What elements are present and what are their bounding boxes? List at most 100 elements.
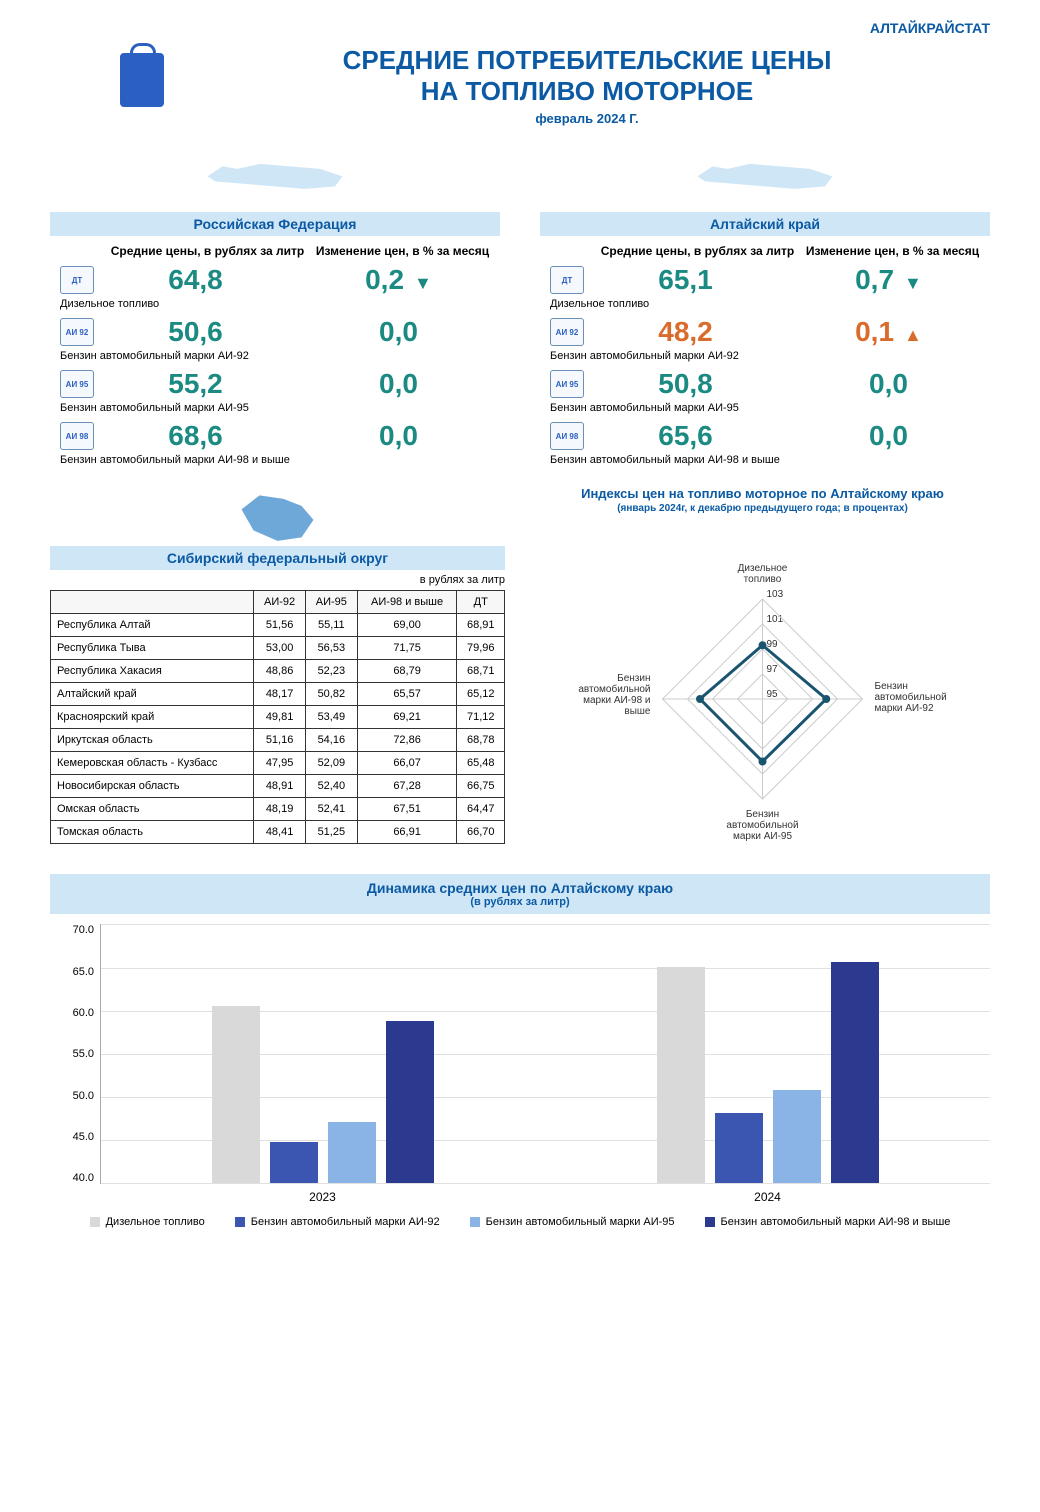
radar-axis-label: марки АИ-92 [875,703,934,714]
table-cell: 51,16 [254,729,306,752]
table-cell: 68,78 [457,729,505,752]
table-cell: 55,11 [305,614,357,637]
bar-subtitle: (в рублях за литр) [56,896,984,908]
table-cell: 66,75 [457,775,505,798]
fuel-label: Бензин автомобильный марки АИ-92 [60,350,500,362]
fuel-price: 50,6 [94,316,297,348]
legend-swatch [705,1217,715,1227]
radar-axis-label: Бензин [746,809,779,820]
table-cell: 64,47 [457,798,505,821]
table-cell: 47,95 [254,752,306,775]
radar-axis-label: марки АИ-98 и [583,695,650,706]
arrow-down-icon: ▼ [414,273,432,293]
fuel-can-icon [120,53,164,107]
fuel-row: ДТ 64,8 0,2▼ Дизельное топливо [50,264,500,310]
table-cell: Новосибирская область [51,775,254,798]
table-cell: 66,70 [457,821,505,844]
fuel-type-icon: АИ 95 [60,370,94,398]
fuel-label: Дизельное топливо [550,298,990,310]
fuel-label: Бензин автомобильный марки АИ-92 [550,350,990,362]
year-group [101,924,546,1183]
table-row: Кемеровская область - Кузбасс47,9552,096… [51,752,505,775]
table-cell: 56,53 [305,637,357,660]
year-group [546,924,991,1183]
bar-chart: 70.065.060.055.050.045.040.0 [50,924,990,1184]
table-cell: 48,41 [254,821,306,844]
table-cell: 68,91 [457,614,505,637]
column-headers: Средние цены, в рублях за литр Изменение… [540,244,990,258]
fuel-change: 0,0 [787,368,990,400]
table-cell: 54,16 [305,729,357,752]
fuel-row: АИ 92 50,6 0,0 Бензин автомобильный марк… [50,316,500,362]
table-cell: 50,82 [305,683,357,706]
sfo-section: Сибирский федеральный округ в рублях за … [50,486,505,854]
fuel-price: 65,1 [584,264,787,296]
radar-tick: 103 [767,589,784,600]
fuel-price: 55,2 [94,368,297,400]
table-row: Республика Тыва53,0056,5371,7579,96 [51,637,505,660]
legend-swatch [90,1217,100,1227]
title-line-1: СРЕДНИЕ ПОТРЕБИТЕЛЬСКИЕ ЦЕНЫ [184,45,990,76]
fuel-type-icon: АИ 92 [550,318,584,346]
radar-axis-label: марки АИ-95 [733,831,792,842]
table-cell: 68,79 [357,660,457,683]
table-row: Томская область48,4151,2566,9166,70 [51,821,505,844]
y-tick: 60.0 [73,1007,94,1019]
legend-item: Бензин автомобильный марки АИ-92 [235,1216,440,1228]
table-header: ДТ [457,591,505,614]
table-cell: 66,91 [357,821,457,844]
fuel-change: 0,0 [297,420,500,452]
fuel-price: 64,8 [94,264,297,296]
radar-subtitle: (январь 2024г, к декабрю предыдущего год… [535,503,990,514]
fuel-price: 68,6 [94,420,297,452]
table-cell: 69,21 [357,706,457,729]
bar-section: Динамика средних цен по Алтайскому краю … [50,874,990,1228]
legend-label: Дизельное топливо [106,1216,205,1228]
x-label: 2023 [100,1184,545,1204]
region-title: Российская Федерация [50,212,500,236]
fuel-row: АИ 95 55,2 0,0 Бензин автомобильный марк… [50,368,500,414]
legend-label: Бензин автомобильный марки АИ-98 и выше [721,1216,951,1228]
fuel-change: 0,0 [787,420,990,452]
fuel-change: 0,0 [297,368,500,400]
radar-axis-label: Бензин [617,673,650,684]
sfo-title: Сибирский федеральный округ [50,546,505,570]
table-row: Республика Хакасия48,8652,2368,7968,71 [51,660,505,683]
region-map-icon [50,146,500,206]
table-cell: 52,40 [305,775,357,798]
table-cell: Красноярский край [51,706,254,729]
fuel-label: Бензин автомобильный марки АИ-95 [60,402,500,414]
table-cell: 51,25 [305,821,357,844]
legend-label: Бензин автомобильный марки АИ-92 [251,1216,440,1228]
table-cell: Иркутская область [51,729,254,752]
table-cell: 66,07 [357,752,457,775]
table-cell: 79,96 [457,637,505,660]
table-cell: Омская область [51,798,254,821]
table-row: Республика Алтай51,5655,1169,0068,91 [51,614,505,637]
legend-item: Бензин автомобильный марки АИ-98 и выше [705,1216,951,1228]
arrow-down-icon: ▼ [904,273,922,293]
radar-tick: 95 [767,689,779,700]
bar [328,1122,376,1183]
radar-section: Индексы цен на топливо моторное по Алтай… [535,486,990,854]
col-header-change: Изменение цен, в % за месяц [795,244,990,258]
sfo-map-icon [50,486,505,546]
table-cell: 65,48 [457,752,505,775]
fuel-type-icon: АИ 92 [60,318,94,346]
bar [831,962,879,1183]
fuel-change: 0,1▲ [787,316,990,348]
table-cell: 52,23 [305,660,357,683]
legend-item: Дизельное топливо [90,1216,205,1228]
region-column: Алтайский край Средние цены, в рублях за… [540,146,990,466]
region-column: Российская Федерация Средние цены, в руб… [50,146,500,466]
y-tick: 50.0 [73,1090,94,1102]
fuel-row: АИ 98 65,6 0,0 Бензин автомобильный марк… [540,420,990,466]
table-cell: 69,00 [357,614,457,637]
table-cell: 53,49 [305,706,357,729]
col-header-change: Изменение цен, в % за месяц [305,244,500,258]
arrow-up-icon: ▲ [904,325,922,345]
fuel-price: 48,2 [584,316,787,348]
radar-axis-label: автомобильной [875,691,947,703]
fuel-change: 0,2▼ [297,264,500,296]
bar-title: Динамика средних цен по Алтайскому краю [56,880,984,896]
